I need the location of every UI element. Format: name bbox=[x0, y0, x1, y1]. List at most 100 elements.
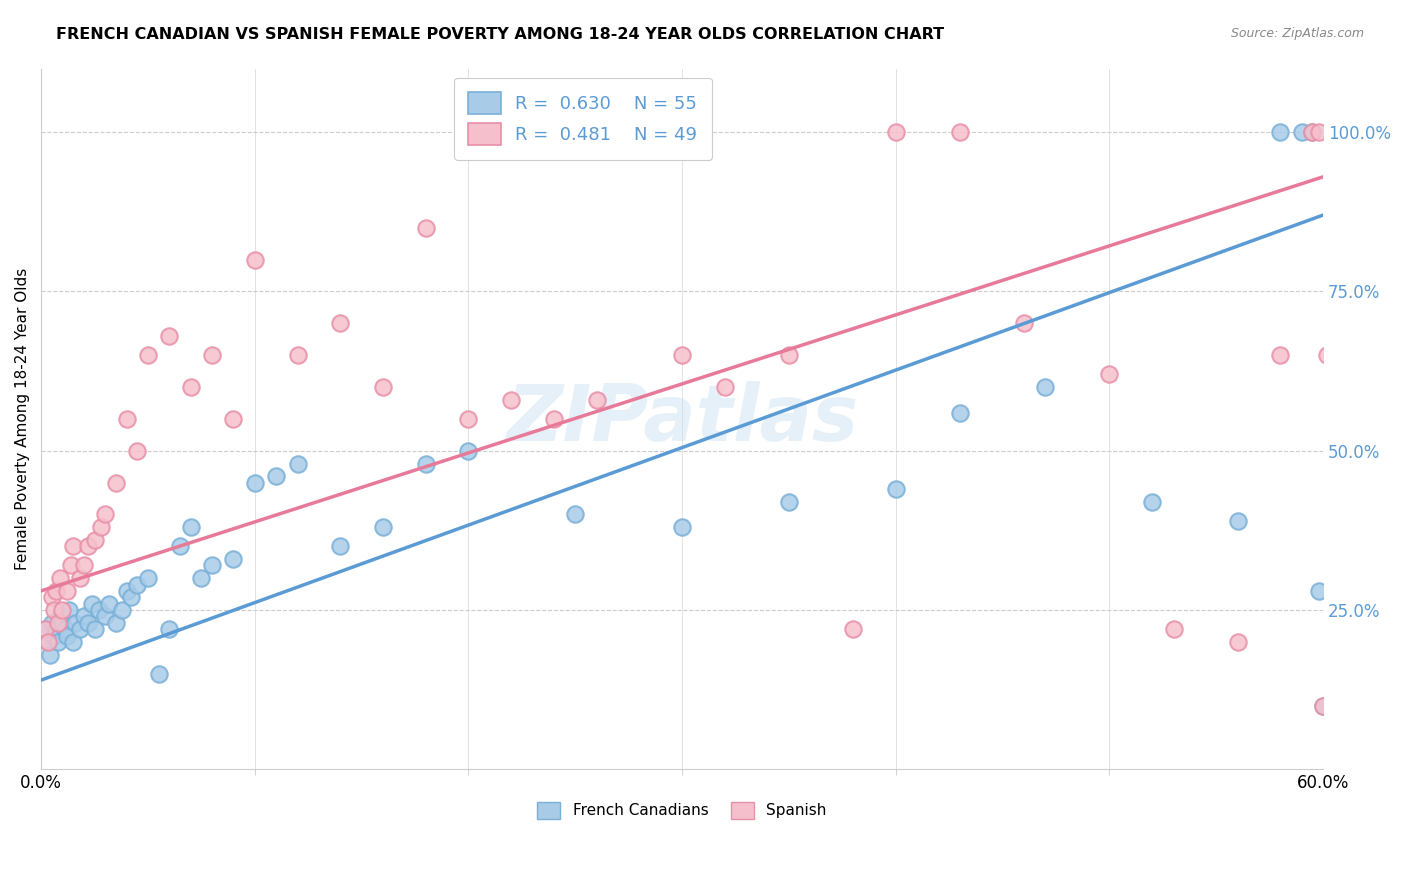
Point bbox=[222, 552, 245, 566]
Point bbox=[1316, 348, 1339, 362]
Point bbox=[136, 348, 159, 362]
Point bbox=[34, 622, 56, 636]
Point bbox=[157, 622, 180, 636]
Point bbox=[201, 348, 224, 362]
Point bbox=[111, 603, 134, 617]
Point bbox=[180, 380, 202, 394]
Point bbox=[501, 392, 523, 407]
Point bbox=[287, 348, 309, 362]
Point bbox=[884, 125, 907, 139]
Point bbox=[87, 603, 110, 617]
Point bbox=[1035, 380, 1057, 394]
Point bbox=[104, 475, 127, 490]
Point bbox=[37, 635, 59, 649]
Point bbox=[1291, 125, 1313, 139]
Point bbox=[45, 583, 67, 598]
Point bbox=[1301, 125, 1323, 139]
Point bbox=[1012, 317, 1035, 331]
Point bbox=[778, 494, 800, 508]
Point bbox=[55, 628, 77, 642]
Point bbox=[127, 577, 149, 591]
Y-axis label: Female Poverty Among 18-24 Year Olds: Female Poverty Among 18-24 Year Olds bbox=[15, 268, 30, 570]
Point bbox=[201, 558, 224, 573]
Point bbox=[1098, 368, 1121, 382]
Point bbox=[49, 609, 72, 624]
Point bbox=[264, 469, 287, 483]
Point bbox=[157, 329, 180, 343]
Point bbox=[329, 317, 352, 331]
Point bbox=[243, 475, 266, 490]
Point bbox=[329, 539, 352, 553]
Point bbox=[94, 508, 117, 522]
Point bbox=[543, 412, 565, 426]
Point bbox=[671, 348, 693, 362]
Point bbox=[714, 380, 737, 394]
Point bbox=[51, 615, 73, 630]
Point bbox=[62, 539, 84, 553]
Point bbox=[38, 648, 60, 662]
Point bbox=[46, 615, 69, 630]
Point bbox=[148, 666, 170, 681]
Point bbox=[104, 615, 127, 630]
Point bbox=[62, 635, 84, 649]
Point bbox=[949, 125, 972, 139]
Point bbox=[58, 603, 80, 617]
Point bbox=[65, 615, 87, 630]
Point bbox=[73, 609, 96, 624]
Point bbox=[371, 520, 394, 534]
Point bbox=[77, 539, 100, 553]
Point bbox=[127, 443, 149, 458]
Point bbox=[41, 591, 63, 605]
Point bbox=[457, 412, 479, 426]
Point bbox=[190, 571, 212, 585]
Point bbox=[1226, 635, 1249, 649]
Point bbox=[778, 348, 800, 362]
Point bbox=[120, 591, 142, 605]
Text: Source: ZipAtlas.com: Source: ZipAtlas.com bbox=[1230, 27, 1364, 40]
Point bbox=[53, 622, 76, 636]
Point bbox=[77, 615, 100, 630]
Point bbox=[949, 405, 972, 419]
Point bbox=[1226, 514, 1249, 528]
Point bbox=[415, 457, 437, 471]
Point bbox=[69, 571, 91, 585]
Point bbox=[98, 597, 121, 611]
Point bbox=[115, 412, 138, 426]
Legend: French Canadians, Spanish: French Canadians, Spanish bbox=[531, 796, 832, 825]
Point bbox=[222, 412, 245, 426]
Point bbox=[46, 635, 69, 649]
Point bbox=[287, 457, 309, 471]
Point bbox=[73, 558, 96, 573]
Text: FRENCH CANADIAN VS SPANISH FEMALE POVERTY AMONG 18-24 YEAR OLDS CORRELATION CHAR: FRENCH CANADIAN VS SPANISH FEMALE POVERT… bbox=[56, 27, 945, 42]
Point bbox=[42, 628, 65, 642]
Point bbox=[83, 622, 105, 636]
Point bbox=[49, 571, 72, 585]
Point bbox=[42, 603, 65, 617]
Point bbox=[842, 622, 865, 636]
Point bbox=[1140, 494, 1163, 508]
Point bbox=[51, 603, 73, 617]
Point bbox=[69, 622, 91, 636]
Point bbox=[60, 558, 83, 573]
Point bbox=[585, 392, 607, 407]
Point bbox=[37, 635, 59, 649]
Point bbox=[564, 508, 586, 522]
Point bbox=[34, 622, 56, 636]
Point bbox=[415, 220, 437, 235]
Point bbox=[457, 443, 479, 458]
Point bbox=[1308, 125, 1330, 139]
Point bbox=[83, 533, 105, 547]
Point bbox=[671, 520, 693, 534]
Point bbox=[243, 252, 266, 267]
Point bbox=[371, 380, 394, 394]
Point bbox=[1163, 622, 1185, 636]
Point bbox=[115, 583, 138, 598]
Point bbox=[136, 571, 159, 585]
Point bbox=[90, 520, 112, 534]
Point bbox=[1301, 125, 1323, 139]
Point bbox=[55, 583, 77, 598]
Point bbox=[94, 609, 117, 624]
Point bbox=[884, 482, 907, 496]
Point bbox=[169, 539, 191, 553]
Point bbox=[1312, 698, 1334, 713]
